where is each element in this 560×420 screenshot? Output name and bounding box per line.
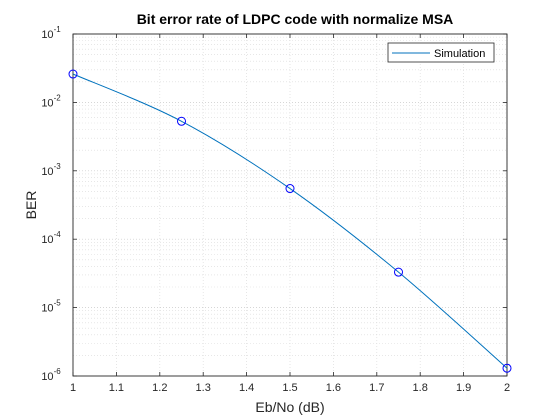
x-tick-label: 1.3 bbox=[196, 382, 211, 394]
plot-area: 1 1.1 1.2 1.3 1.4 1.5 1.6 1.7 1.8 1.9 210-610-510-… bbox=[41, 25, 512, 394]
legend-entry-simulation: Simulation bbox=[434, 48, 485, 60]
series-line-simulation bbox=[72, 73, 508, 369]
x-tick-label: 1.4 bbox=[239, 382, 254, 394]
y-tick-base: 10 bbox=[41, 97, 53, 109]
y-tick-base: 10 bbox=[41, 234, 53, 246]
x-tick-label: 1.5 bbox=[282, 382, 297, 394]
x-tick-label: 1.2 bbox=[152, 382, 167, 394]
y-tick-base: 10 bbox=[41, 303, 53, 315]
y-tick-base: 10 bbox=[41, 29, 53, 41]
axes-frame bbox=[72, 33, 508, 377]
y-tick-label: 10-2 bbox=[41, 93, 61, 109]
x-tick-label: 1.6 bbox=[326, 382, 341, 394]
legend: Simulation bbox=[387, 42, 495, 63]
chart-title: Bit error rate of LDPC code with normali… bbox=[137, 11, 454, 27]
y-tick-label: 10-6 bbox=[41, 367, 61, 383]
data-point-marker bbox=[177, 116, 186, 126]
y-tick-exponent: -3 bbox=[54, 162, 62, 171]
x-tick-label: 1 bbox=[70, 382, 76, 394]
y-axis-label: BER bbox=[23, 191, 39, 220]
y-tick-label: 10-4 bbox=[41, 230, 61, 246]
x-tick-label: 1.8 bbox=[413, 382, 428, 394]
x-tick-label: 1.7 bbox=[369, 382, 384, 394]
x-tick-label: 2 bbox=[504, 382, 510, 394]
y-tick-label: 10-3 bbox=[41, 162, 61, 178]
y-tick-exponent: -4 bbox=[54, 230, 62, 239]
x-tick-label: 1.9 bbox=[456, 382, 471, 394]
data-point-marker bbox=[394, 267, 403, 277]
y-tick-label: 10-5 bbox=[41, 299, 61, 315]
y-tick-exponent: -1 bbox=[54, 25, 62, 34]
legend-box bbox=[387, 42, 495, 63]
x-tick-label: 1.1 bbox=[109, 382, 124, 394]
data-point-marker bbox=[68, 69, 78, 79]
x-axis-label: Eb/No (dB) bbox=[255, 399, 324, 415]
data-point-marker bbox=[502, 363, 512, 373]
y-tick-label: 10-1 bbox=[41, 25, 61, 41]
y-tick-base: 10 bbox=[41, 371, 53, 383]
data-point-marker bbox=[285, 184, 295, 194]
y-tick-exponent: -2 bbox=[54, 93, 62, 102]
y-tick-base: 10 bbox=[41, 166, 53, 178]
y-tick-exponent: -5 bbox=[54, 299, 62, 308]
y-tick-exponent: -6 bbox=[54, 367, 62, 376]
